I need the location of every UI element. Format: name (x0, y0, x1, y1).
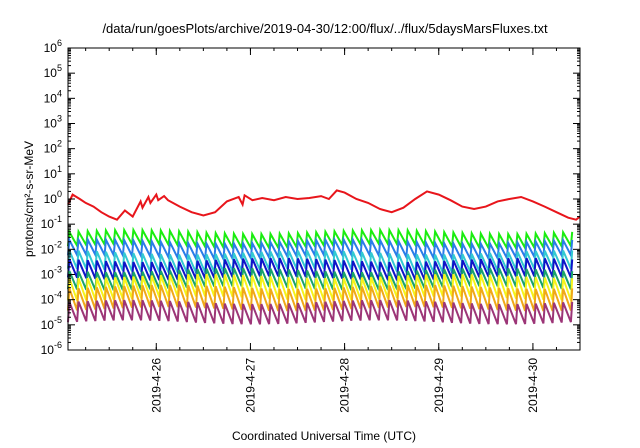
y-tick-exponent: 4 (57, 88, 62, 98)
chart-title: /data/run/goesPlots/archive/2019-04-30/1… (102, 21, 548, 36)
y-tick-label: 100 (44, 189, 62, 206)
y-tick-base: 10 (41, 268, 55, 282)
x-tick-label: 2019-4-30 (526, 358, 540, 413)
y-tick-base: 10 (44, 192, 58, 206)
y-tick-exponent: 5 (57, 63, 62, 73)
y-tick-exponent: 2 (57, 139, 62, 149)
y-tick-exponent: -5 (54, 315, 62, 325)
y-tick-base: 10 (41, 217, 55, 231)
series-line-blue (67, 236, 574, 263)
y-tick-exponent: 0 (57, 189, 62, 199)
y-tick-label: 10-3 (41, 265, 62, 282)
y-tick-exponent: 6 (57, 38, 62, 48)
y-tick-base: 10 (44, 117, 58, 131)
y-tick-label: 102 (44, 139, 62, 156)
x-tick-label: 2019-4-27 (243, 358, 257, 413)
y-tick-base: 10 (44, 41, 58, 55)
y-tick-exponent: 1 (57, 164, 62, 174)
plot-lines (67, 189, 581, 325)
y-tick-label: 10-5 (41, 315, 62, 332)
y-tick-base: 10 (44, 66, 58, 80)
y-tick-exponent: -6 (54, 340, 62, 350)
y-tick-base: 10 (41, 318, 55, 332)
x-tick-label: 2019-4-29 (432, 358, 446, 413)
y-tick-label: 104 (44, 88, 62, 105)
y-tick-label: 101 (44, 164, 62, 181)
y-tick-exponent: -4 (54, 290, 62, 300)
series-line-orange (67, 284, 574, 312)
y-tick-label: 103 (44, 114, 62, 131)
x-tick-label: 2019-4-26 (149, 358, 163, 413)
y-tick-base: 10 (41, 343, 55, 357)
x-tick-label: 2019-4-28 (338, 358, 352, 413)
y-tick-label: 10-4 (41, 290, 62, 307)
x-axis: 2019-4-26 2019-4-27 2019-4-28 2019-4-29 2019… (85, 48, 581, 413)
y-tick-label: 10-1 (41, 214, 62, 231)
y-tick-exponent: -3 (54, 265, 62, 275)
y-tick-label: 106 (44, 38, 62, 55)
y-tick-base: 10 (41, 242, 55, 256)
y-tick-label: 105 (44, 63, 62, 80)
series-line-purple (67, 299, 574, 325)
series-line-red (67, 189, 581, 221)
y-tick-base: 10 (44, 91, 58, 105)
y-axis: 10-610-510-410-310-210-11001011021031041… (41, 38, 580, 357)
y-tick-base: 10 (41, 293, 55, 307)
series-line-green (67, 226, 574, 252)
y-tick-exponent: -1 (54, 214, 62, 224)
y-tick-label: 10-6 (41, 340, 62, 357)
y-tick-label: 10-2 (41, 239, 62, 256)
y-tick-base: 10 (44, 142, 58, 156)
y-axis-label: protons/cm²-s-sr-MeV (22, 141, 36, 257)
y-tick-exponent: 3 (57, 114, 62, 124)
x-axis-label: Coordinated Universal Time (UTC) (232, 429, 416, 443)
y-tick-exponent: -2 (54, 239, 62, 249)
y-tick-base: 10 (44, 167, 58, 181)
